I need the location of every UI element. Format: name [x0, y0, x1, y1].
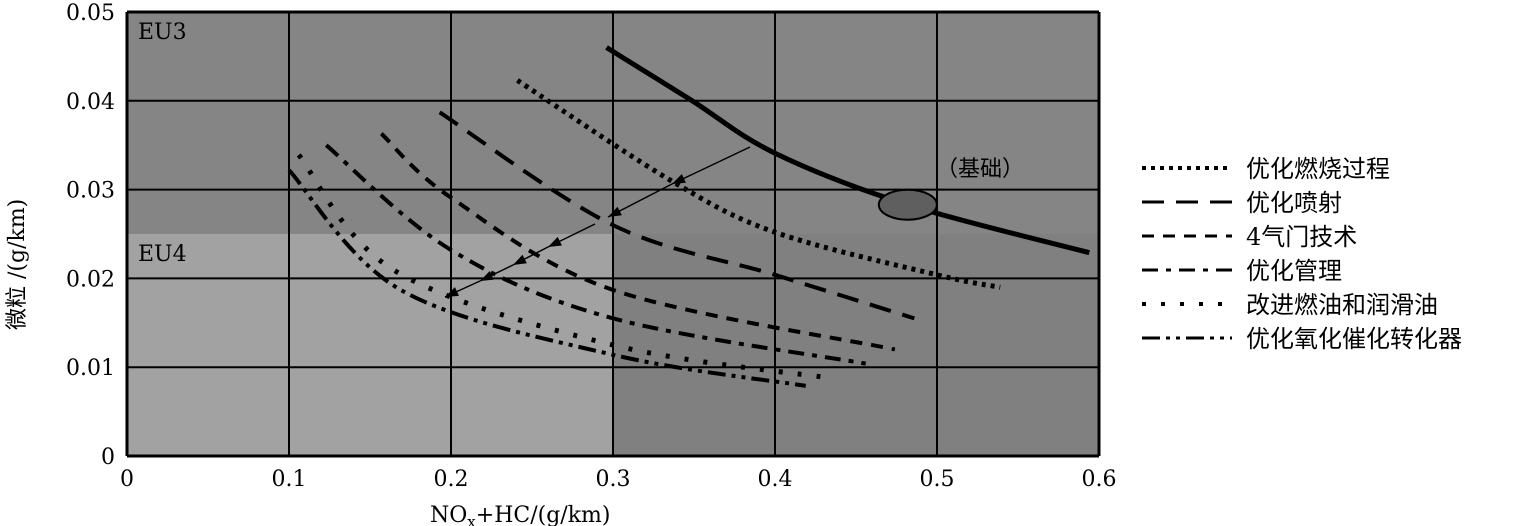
legend-label: 优化氧化催化转化器 — [1246, 325, 1462, 353]
x-tick-label: 0.1 — [272, 467, 307, 492]
x-tick-label: 0.2 — [434, 467, 469, 492]
arrow-line — [671, 146, 751, 185]
y-tick-label: 0.01 — [66, 356, 115, 381]
x-tick-label: 0.6 — [1082, 467, 1117, 492]
x-tick-label: 0.4 — [758, 467, 793, 492]
arrowhead-icon — [672, 174, 686, 184]
arrowhead-icon — [445, 287, 459, 297]
y-tick-label: 0 — [101, 445, 115, 470]
series-line-6 — [287, 168, 807, 388]
arrowhead-icon — [548, 236, 562, 247]
series-line-3 — [379, 132, 896, 352]
x-tick-label: 0.5 — [920, 467, 955, 492]
legend-label: 4气门技术 — [1246, 223, 1357, 251]
arrowhead-icon — [513, 254, 527, 265]
series-line-0 — [605, 45, 1090, 256]
y-tick-label: 0.02 — [66, 267, 115, 292]
legend-label: 优化燃烧过程 — [1246, 155, 1390, 183]
baseline-annotation: （基础） — [936, 157, 1024, 182]
x-axis-label: NOx+HC/(g/km) — [430, 503, 610, 526]
legend-label: 改进燃油和润滑油 — [1246, 291, 1438, 319]
legend-label: 优化管理 — [1246, 257, 1342, 285]
region-label-eu4: EU4 — [138, 242, 187, 267]
arrowhead-icon — [480, 270, 494, 281]
region-eu4 — [127, 234, 613, 456]
series-line-2 — [438, 110, 915, 321]
y-axis-label: 微粒 /(g/km) — [5, 199, 30, 330]
x-tick-label: 0 — [120, 467, 134, 492]
region-label-eu3: EU3 — [138, 20, 187, 45]
y-tick-label: 0.03 — [66, 179, 115, 204]
arrowhead-icon — [608, 206, 622, 217]
baseline-point — [877, 188, 938, 221]
x-tick-label: 0.3 — [596, 467, 631, 492]
series-line-4 — [324, 143, 867, 366]
y-tick-label: 0.04 — [66, 90, 115, 115]
series-line-1 — [516, 78, 1001, 290]
y-tick-label: 0.05 — [66, 1, 115, 26]
legend-label: 优化喷射 — [1246, 189, 1342, 217]
